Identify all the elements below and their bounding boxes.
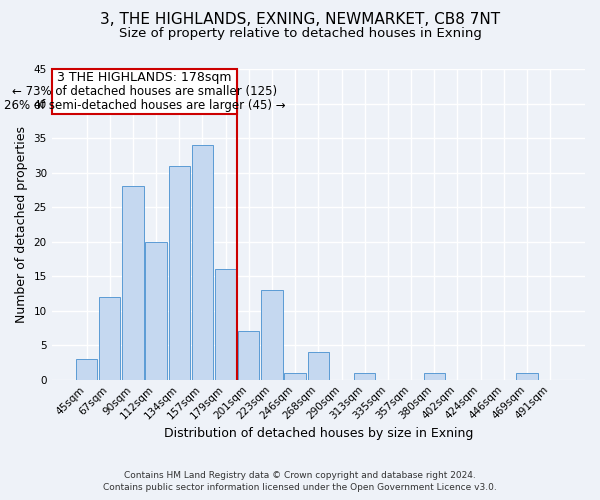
Bar — [99, 297, 121, 380]
Y-axis label: Number of detached properties: Number of detached properties — [15, 126, 28, 323]
Bar — [284, 373, 306, 380]
Bar — [215, 269, 236, 380]
Bar — [76, 359, 97, 380]
Text: Size of property relative to detached houses in Exning: Size of property relative to detached ho… — [119, 28, 481, 40]
Bar — [354, 373, 376, 380]
Bar — [516, 373, 538, 380]
Bar — [424, 373, 445, 380]
Text: 3, THE HIGHLANDS, EXNING, NEWMARKET, CB8 7NT: 3, THE HIGHLANDS, EXNING, NEWMARKET, CB8… — [100, 12, 500, 28]
Bar — [122, 186, 143, 380]
Text: Contains HM Land Registry data © Crown copyright and database right 2024.: Contains HM Land Registry data © Crown c… — [124, 470, 476, 480]
Bar — [169, 166, 190, 380]
Bar — [262, 290, 283, 380]
X-axis label: Distribution of detached houses by size in Exning: Distribution of detached houses by size … — [164, 427, 473, 440]
Text: 3 THE HIGHLANDS: 178sqm: 3 THE HIGHLANDS: 178sqm — [57, 72, 232, 85]
Bar — [192, 145, 213, 380]
Bar — [308, 352, 329, 380]
Text: ← 73% of detached houses are smaller (125): ← 73% of detached houses are smaller (12… — [12, 85, 277, 98]
Bar — [238, 332, 259, 380]
Bar — [145, 242, 167, 380]
Text: 26% of semi-detached houses are larger (45) →: 26% of semi-detached houses are larger (… — [4, 100, 285, 112]
Text: Contains public sector information licensed under the Open Government Licence v3: Contains public sector information licen… — [103, 483, 497, 492]
